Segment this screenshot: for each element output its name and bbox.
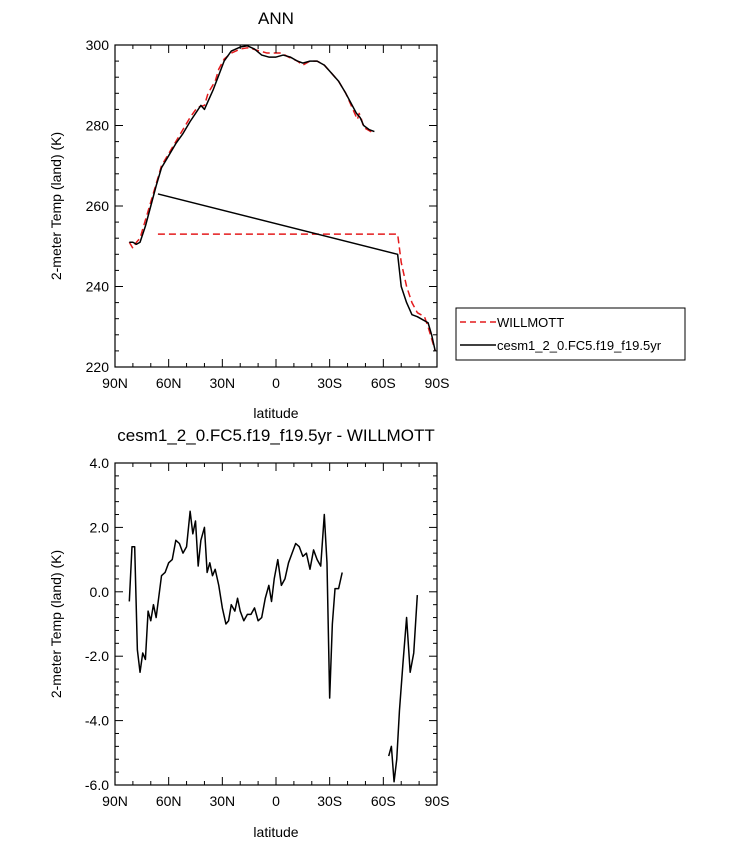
top-series-0-line-segment-0: [128, 47, 375, 250]
legend-box: [455, 307, 686, 361]
top-series-layer: [128, 45, 436, 352]
top-x-tick-label: 90N: [102, 375, 128, 391]
top-plot-frame: [114, 44, 438, 368]
bottom-panel: cesm1_2_0.FC5.f19_f19.5yr - WILLMOTT 90N…: [48, 426, 449, 840]
bottom-x-tick-label: 30N: [209, 793, 235, 809]
bottom-series-0-line-segment-0: [128, 510, 343, 699]
top-y-tick-label: 240: [86, 279, 110, 295]
top-series-1-line-segment-0: [129, 45, 375, 245]
legend: WILLMOTT cesm1_2_0.FC5.f19_f19.5yr: [455, 307, 686, 361]
top-x-tick-label: 30N: [209, 375, 235, 391]
bottom-x-tick-label: 0: [272, 793, 280, 809]
bottom-x-tick-label: 60S: [371, 793, 396, 809]
top-panel-title: ANN: [258, 9, 294, 28]
bottom-y-tick-label: -6.0: [85, 777, 109, 793]
top-x-axis-title: latitude: [253, 405, 298, 421]
top-panel: ANN 90N 60N 30N 0 30S 60S 90S 220 240 260 280 300 l…: [48, 9, 686, 421]
bottom-x-tick-label: 60N: [156, 793, 182, 809]
top-x-tick-label: 60S: [371, 375, 396, 391]
top-series-1-line-segment-1: [157, 193, 436, 352]
bottom-ticks: 90N 60N 30N 0 30S 60S 90S -6.0 -4.0 -2.0 0.0 2.0 4.0: [85, 455, 450, 809]
top-y-tick-label: 260: [86, 198, 110, 214]
bottom-plot-frame: [114, 462, 438, 786]
bottom-series-layer: [128, 510, 419, 783]
bottom-y-tick-label: 0.0: [90, 584, 110, 600]
top-y-tick-label: 300: [86, 37, 110, 53]
bottom-x-tick-label: 90S: [425, 793, 450, 809]
bottom-x-axis-title: latitude: [253, 824, 298, 840]
top-x-tick-label: 30S: [317, 375, 342, 391]
top-x-tick-label: 90S: [425, 375, 450, 391]
top-y-tick-label: 280: [86, 118, 110, 134]
top-ticks: 90N 60N 30N 0 30S 60S 90S 220 240 260 280 300: [86, 37, 450, 391]
bottom-series-0-line-segment-1: [387, 594, 419, 783]
top-series-0-line-segment-1: [157, 233, 436, 352]
bottom-panel-title: cesm1_2_0.FC5.f19_f19.5yr - WILLMOTT: [117, 426, 434, 445]
bottom-x-tick-label: 90N: [102, 793, 128, 809]
bottom-y-axis-title: 2-meter Temp (land) (K): [48, 550, 64, 698]
bottom-y-tick-label: -2.0: [85, 648, 109, 664]
top-x-tick-label: 60N: [156, 375, 182, 391]
bottom-x-tick-label: 30S: [317, 793, 342, 809]
legend-label-cesm: cesm1_2_0.FC5.f19_f19.5yr: [497, 338, 662, 353]
top-x-tick-label: 0: [272, 375, 280, 391]
bottom-y-tick-label: 4.0: [90, 455, 110, 471]
bottom-y-tick-label: -4.0: [85, 713, 109, 729]
top-y-tick-label: 220: [86, 359, 110, 375]
legend-label-willmott: WILLMOTT: [497, 315, 564, 330]
bottom-y-tick-label: 2.0: [90, 519, 110, 535]
top-y-axis-title: 2-meter Temp (land) (K): [48, 132, 64, 280]
